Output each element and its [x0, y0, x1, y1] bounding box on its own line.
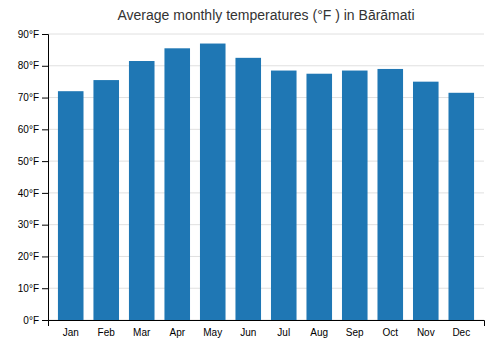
x-axis-line: [49, 321, 485, 327]
chart-container: 0°F 10°F 20°F 30°F 40°F 50°F 60°F 70°F 80°F 90°F J…: [0, 0, 500, 350]
grid-line: [48, 65, 484, 66]
x-tick: Aug: [310, 327, 328, 338]
x-tick-label: May: [203, 327, 222, 338]
y-tick: 30°F: [18, 219, 48, 230]
x-tick: Oct: [382, 327, 398, 338]
y-tick: 80°F: [18, 60, 48, 71]
bar: [306, 74, 332, 320]
bar: [413, 82, 439, 320]
x-tick-label: Apr: [169, 327, 185, 338]
bar: [448, 93, 474, 320]
x-tick-label: Feb: [98, 327, 116, 338]
y-tick-mark: [42, 193, 48, 194]
plot-area: 0°F 10°F 20°F 30°F 40°F 50°F 60°F 70°F 80°F 90°F J…: [18, 29, 485, 338]
chart-svg: 0°F 10°F 20°F 30°F 40°F 50°F 60°F 70°F 80°F 90°F J…: [0, 0, 500, 350]
y-tick-mark: [42, 288, 48, 289]
y-tick-mark: [42, 98, 48, 99]
y-tick-mark: [42, 66, 48, 67]
y-tick-label: 0°F: [23, 315, 39, 326]
y-tick: 50°F: [18, 156, 48, 167]
bar: [377, 69, 403, 320]
x-tick: Jun: [240, 327, 256, 338]
x-tick: Jul: [277, 327, 290, 338]
bar: [129, 61, 155, 320]
x-tick: Mar: [133, 327, 151, 338]
bar: [271, 71, 297, 320]
x-tick: Apr: [169, 327, 185, 338]
y-tick-label: 50°F: [18, 156, 39, 167]
y-tick-label: 10°F: [18, 283, 39, 294]
grid: [48, 34, 484, 320]
y-tick-mark: [42, 256, 48, 257]
y-tick-mark: [42, 129, 48, 130]
x-tick-label: Oct: [382, 327, 398, 338]
x-tick-label: Mar: [133, 327, 151, 338]
x-tick-label: Aug: [310, 327, 328, 338]
bar: [58, 91, 84, 320]
y-tick: 60°F: [18, 124, 48, 135]
y-tick-mark: [42, 161, 48, 162]
x-tick-label: Sep: [346, 327, 364, 338]
x-tick-label: Dec: [452, 327, 470, 338]
y-tick: 20°F: [18, 251, 48, 262]
x-axis: Jan Feb Mar Apr May Jun Jul Aug Sep Oct Nov Dec: [49, 321, 485, 339]
y-tick: 70°F: [18, 92, 48, 103]
y-tick-label: 60°F: [18, 124, 39, 135]
bar: [342, 71, 368, 320]
x-tick: Dec: [452, 327, 470, 338]
y-tick-mark: [42, 34, 48, 35]
bars: [58, 44, 474, 320]
y-tick-label: 70°F: [18, 92, 39, 103]
bar: [164, 48, 190, 320]
x-tick-label: Jan: [63, 327, 79, 338]
bar: [235, 58, 261, 320]
x-tick: Sep: [346, 327, 364, 338]
x-tick: Nov: [417, 327, 435, 338]
x-tick-label: Jul: [277, 327, 290, 338]
y-tick-label: 40°F: [18, 188, 39, 199]
x-tick: Feb: [98, 327, 116, 338]
x-tick-label: Nov: [417, 327, 435, 338]
bar: [200, 44, 226, 320]
y-tick-mark: [42, 320, 48, 321]
y-axis: 0°F 10°F 20°F 30°F 40°F 50°F 60°F 70°F 80°F 90°F: [18, 29, 49, 326]
x-tick: Jan: [63, 327, 79, 338]
y-axis-line: [42, 35, 49, 321]
y-tick: 40°F: [18, 188, 48, 199]
title: Average monthly temperatures (°F ) in Bā…: [117, 7, 414, 23]
grid-line: [48, 34, 484, 35]
x-tick: May: [203, 327, 222, 338]
y-tick-label: 30°F: [18, 219, 39, 230]
x-tick-label: Jun: [240, 327, 256, 338]
y-tick-label: 80°F: [18, 60, 39, 71]
y-tick: 0°F: [23, 315, 48, 326]
y-tick-label: 90°F: [18, 29, 39, 40]
y-tick-label: 20°F: [18, 251, 39, 262]
y-tick-mark: [42, 225, 48, 226]
y-tick: 90°F: [18, 29, 48, 40]
bar: [93, 80, 119, 320]
y-tick: 10°F: [18, 283, 48, 294]
